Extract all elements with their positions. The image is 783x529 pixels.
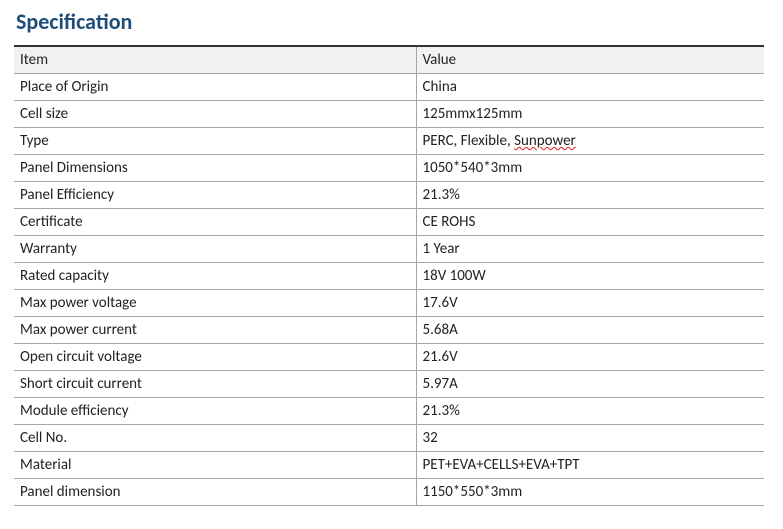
cell-item: Cell size xyxy=(14,101,416,128)
cell-item: Certificate xyxy=(14,209,416,236)
specification-table: Item Value Place of OriginChinaCell size… xyxy=(14,45,764,506)
cell-value: 1050*540*3mm xyxy=(416,155,764,182)
cell-value: 125mmx125mm xyxy=(416,101,764,128)
cell-item: Material xyxy=(14,452,416,479)
cell-item: Panel Dimensions xyxy=(14,155,416,182)
table-row: Cell No.32 xyxy=(14,425,764,452)
table-row: Panel dimension1150*550*3mm xyxy=(14,479,764,506)
table-row: TypePERC, Flexible, Sunpower xyxy=(14,128,764,155)
cell-item: Max power current xyxy=(14,317,416,344)
cell-value: PET+EVA+CELLS+EVA+TPT xyxy=(416,452,764,479)
table-row: Cell size125mmx125mm xyxy=(14,101,764,128)
table-row: Short circuit current5.97A xyxy=(14,371,764,398)
section-title: Specification xyxy=(16,8,769,35)
cell-item: Open circuit voltage xyxy=(14,344,416,371)
cell-value: 5.68A xyxy=(416,317,764,344)
cell-value: CE ROHS xyxy=(416,209,764,236)
cell-item: Panel Efficiency xyxy=(14,182,416,209)
table-row: Panel Dimensions1050*540*3mm xyxy=(14,155,764,182)
cell-item: Place of Origin xyxy=(14,74,416,101)
cell-value: 21.6V xyxy=(416,344,764,371)
header-value: Value xyxy=(416,46,764,74)
cell-item: Warranty xyxy=(14,236,416,263)
cell-item: Type xyxy=(14,128,416,155)
cell-item: Cell No. xyxy=(14,425,416,452)
cell-value: 21.3% xyxy=(416,398,764,425)
cell-value: 18V 100W xyxy=(416,263,764,290)
table-header-row: Item Value xyxy=(14,46,764,74)
table-row: MaterialPET+EVA+CELLS+EVA+TPT xyxy=(14,452,764,479)
cell-item: Short circuit current xyxy=(14,371,416,398)
cell-item: Module efficiency xyxy=(14,398,416,425)
table-body: Place of OriginChinaCell size125mmx125mm… xyxy=(14,74,764,506)
table-row: Warranty1 Year xyxy=(14,236,764,263)
table-row: Max power current5.68A xyxy=(14,317,764,344)
cell-item: Rated capacity xyxy=(14,263,416,290)
header-item: Item xyxy=(14,46,416,74)
cell-value: 17.6V xyxy=(416,290,764,317)
cell-value: 21.3% xyxy=(416,182,764,209)
cell-value: 1150*550*3mm xyxy=(416,479,764,506)
cell-value: 1 Year xyxy=(416,236,764,263)
table-row: Place of OriginChina xyxy=(14,74,764,101)
cell-value: China xyxy=(416,74,764,101)
table-row: Max power voltage17.6V xyxy=(14,290,764,317)
cell-item: Max power voltage xyxy=(14,290,416,317)
cell-value: 5.97A xyxy=(416,371,764,398)
table-row: Open circuit voltage21.6V xyxy=(14,344,764,371)
cell-value: 32 xyxy=(416,425,764,452)
cell-item: Panel dimension xyxy=(14,479,416,506)
cell-value: PERC, Flexible, Sunpower xyxy=(416,128,764,155)
table-row: Module efficiency21.3% xyxy=(14,398,764,425)
table-row: Rated capacity18V 100W xyxy=(14,263,764,290)
table-row: CertificateCE ROHS xyxy=(14,209,764,236)
table-row: Panel Efficiency21.3% xyxy=(14,182,764,209)
